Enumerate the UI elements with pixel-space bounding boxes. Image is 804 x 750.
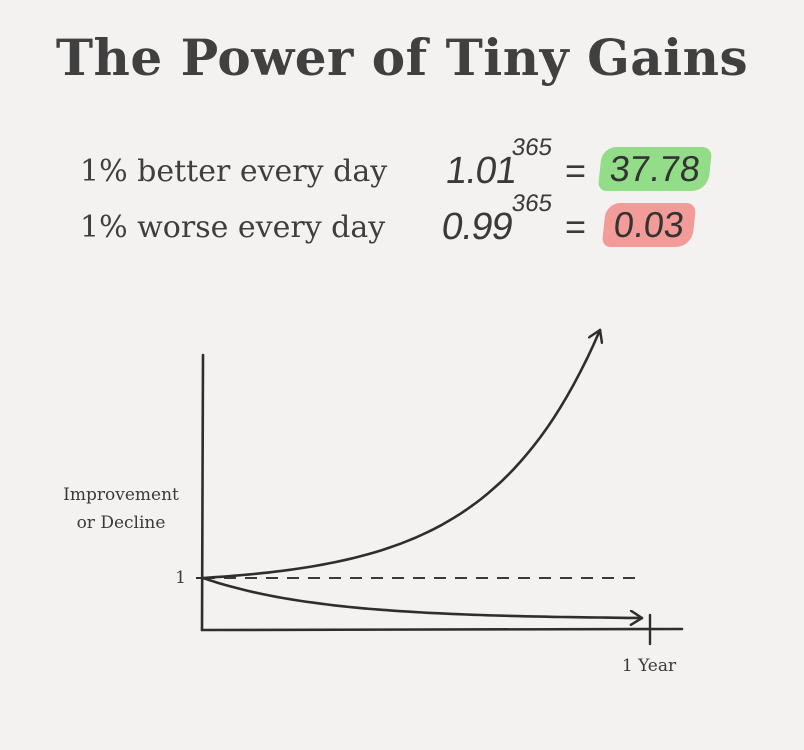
- equation-equals-worse: =: [565, 206, 587, 247]
- y-axis-label-line-2: or Decline: [77, 513, 166, 533]
- x-axis: [200, 627, 684, 632]
- equation-result-worse: 0.03: [601, 203, 697, 247]
- equation-equals-better: =: [565, 150, 587, 191]
- y-tick-label: 1: [175, 568, 186, 588]
- improvement-curve: [201, 328, 600, 580]
- equation-result-better: 37.78: [597, 147, 713, 191]
- equation-base-worse: 0.99: [439, 206, 515, 248]
- y-axis-label-line-1: Improvement: [63, 485, 179, 505]
- equation-label-worse: 1% worse every day: [80, 210, 386, 245]
- equation-worse: 1% worse every day 0.99 365 = 0.03: [0, 190, 804, 254]
- page-title: The Power of Tiny Gains: [55, 28, 749, 87]
- growth-chart: Improvement or Decline 1 1 Year: [63, 328, 684, 676]
- equation-exponent-better: 365: [510, 134, 555, 161]
- equation-base-better: 1.01: [443, 150, 519, 192]
- y-axis: [200, 353, 205, 632]
- decline-curve: [201, 576, 644, 618]
- x-tick-label: 1 Year: [622, 656, 677, 676]
- equation-label-better: 1% better every day: [80, 154, 388, 189]
- equation-exponent-worse: 365: [510, 190, 555, 217]
- equation-better: 1% better every day 1.01 365 = 37.78: [0, 134, 804, 198]
